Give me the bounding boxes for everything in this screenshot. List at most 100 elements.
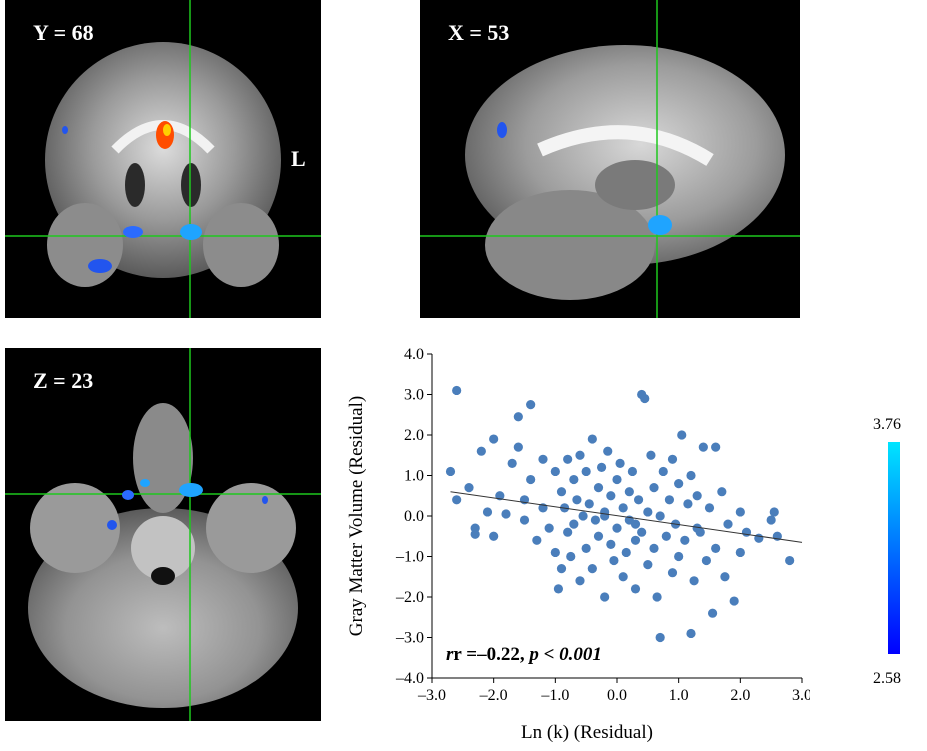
data-point <box>689 576 699 586</box>
data-point <box>754 533 764 543</box>
data-point <box>652 592 662 602</box>
data-point <box>785 555 795 566</box>
data-point <box>667 454 678 464</box>
data-point <box>563 527 573 537</box>
tick-labels: –4.0–3.0–2.0–1.00.01.02.03.04.0–3.0 –2.0–… <box>395 346 810 704</box>
data-point <box>482 507 493 517</box>
sagittal-brain-image <box>420 0 800 318</box>
y-tick-label: 4.0 <box>404 346 424 363</box>
data-point <box>596 462 607 472</box>
data-point <box>587 434 597 444</box>
data-point <box>618 572 628 582</box>
data-point <box>593 483 604 493</box>
data-point <box>729 596 739 606</box>
data-point <box>566 551 576 562</box>
data-point <box>572 495 582 505</box>
data-point <box>526 400 536 410</box>
x-tick-label: 2.0 <box>730 687 750 704</box>
data-point <box>581 466 591 477</box>
y-tick-label: 3.0 <box>404 387 424 404</box>
data-point <box>587 564 597 574</box>
data-point <box>603 446 613 456</box>
data-point <box>575 576 585 586</box>
data-point <box>532 535 542 545</box>
data-point <box>686 470 696 481</box>
x-tick-label: –1.0 <box>540 687 569 704</box>
data-point <box>445 466 456 477</box>
data-point <box>692 523 702 533</box>
data-point <box>667 568 678 578</box>
data-point <box>630 519 641 529</box>
data-point <box>741 527 752 537</box>
data-point <box>655 511 665 521</box>
trend-line <box>450 491 803 543</box>
data-point <box>707 608 718 618</box>
data-point <box>723 519 733 529</box>
data-point <box>630 535 641 545</box>
data-point <box>612 523 622 533</box>
data-point <box>643 507 653 517</box>
data-point <box>563 454 573 464</box>
data-point <box>735 547 745 558</box>
data-point <box>618 503 628 513</box>
data-point <box>686 628 696 639</box>
data-point <box>701 555 712 566</box>
data-point <box>661 531 671 541</box>
y-tick-label: 0.0 <box>404 508 424 525</box>
y-axis-label: Gray Matter Volume (Residual) <box>346 396 367 636</box>
data-point <box>674 551 684 562</box>
data-point <box>600 511 610 521</box>
coronal-brain-image <box>5 0 321 318</box>
data-point <box>766 515 776 525</box>
data-point <box>646 450 656 460</box>
data-point <box>519 515 530 525</box>
axial-slice-label: Z = 23 <box>33 368 94 393</box>
data-point <box>556 487 567 497</box>
data-point <box>590 515 601 525</box>
data-points <box>445 385 795 643</box>
colorbar-min-label: 2.58 <box>873 670 901 687</box>
data-point <box>640 393 650 404</box>
data-point <box>692 491 702 501</box>
x-tick-label: 3.0 <box>792 687 810 704</box>
data-point <box>593 531 604 541</box>
sagittal-slice-label: X = 53 <box>448 20 510 45</box>
y-tick-label: –4.0 <box>395 670 424 687</box>
data-point <box>711 543 721 553</box>
data-point <box>704 503 715 513</box>
data-point <box>658 466 668 477</box>
sagittal-slice-panel: X = 53 <box>420 0 800 318</box>
data-point <box>769 507 779 517</box>
data-point <box>717 487 727 497</box>
x-tick-label: 1.0 <box>669 687 689 704</box>
x-axis-label: Ln (k) (Residual) <box>521 722 653 743</box>
data-point <box>569 474 579 485</box>
data-point <box>680 535 690 545</box>
scatter-plot: –4.0–3.0–2.0–1.00.01.02.03.04.0–3.0 –2.0–… <box>346 346 810 743</box>
data-point <box>621 547 631 558</box>
data-point <box>553 584 564 594</box>
data-point <box>550 547 560 558</box>
data-point <box>720 572 730 582</box>
data-point <box>470 529 480 539</box>
data-point <box>513 442 523 452</box>
data-point <box>513 412 523 422</box>
correlation-annotation: rr =–0.22, p < 0.001 <box>446 644 602 665</box>
data-point <box>615 458 625 468</box>
data-point <box>630 584 641 594</box>
data-point <box>649 543 659 553</box>
data-point <box>581 543 591 553</box>
data-point <box>735 507 745 517</box>
y-tick-label: –2.0 <box>395 589 424 606</box>
data-point <box>464 483 474 493</box>
data-point <box>556 564 567 574</box>
data-point <box>655 632 665 643</box>
axial-brain-image <box>5 348 321 721</box>
data-point <box>526 474 536 485</box>
correlation-p-text: p < 0.001 <box>527 644 602 665</box>
data-point <box>569 519 579 529</box>
data-point <box>711 442 721 452</box>
y-tick-label: –3.0 <box>395 630 424 647</box>
axes <box>427 353 803 683</box>
coronal-slice-panel: Y = 68 L <box>5 0 321 318</box>
